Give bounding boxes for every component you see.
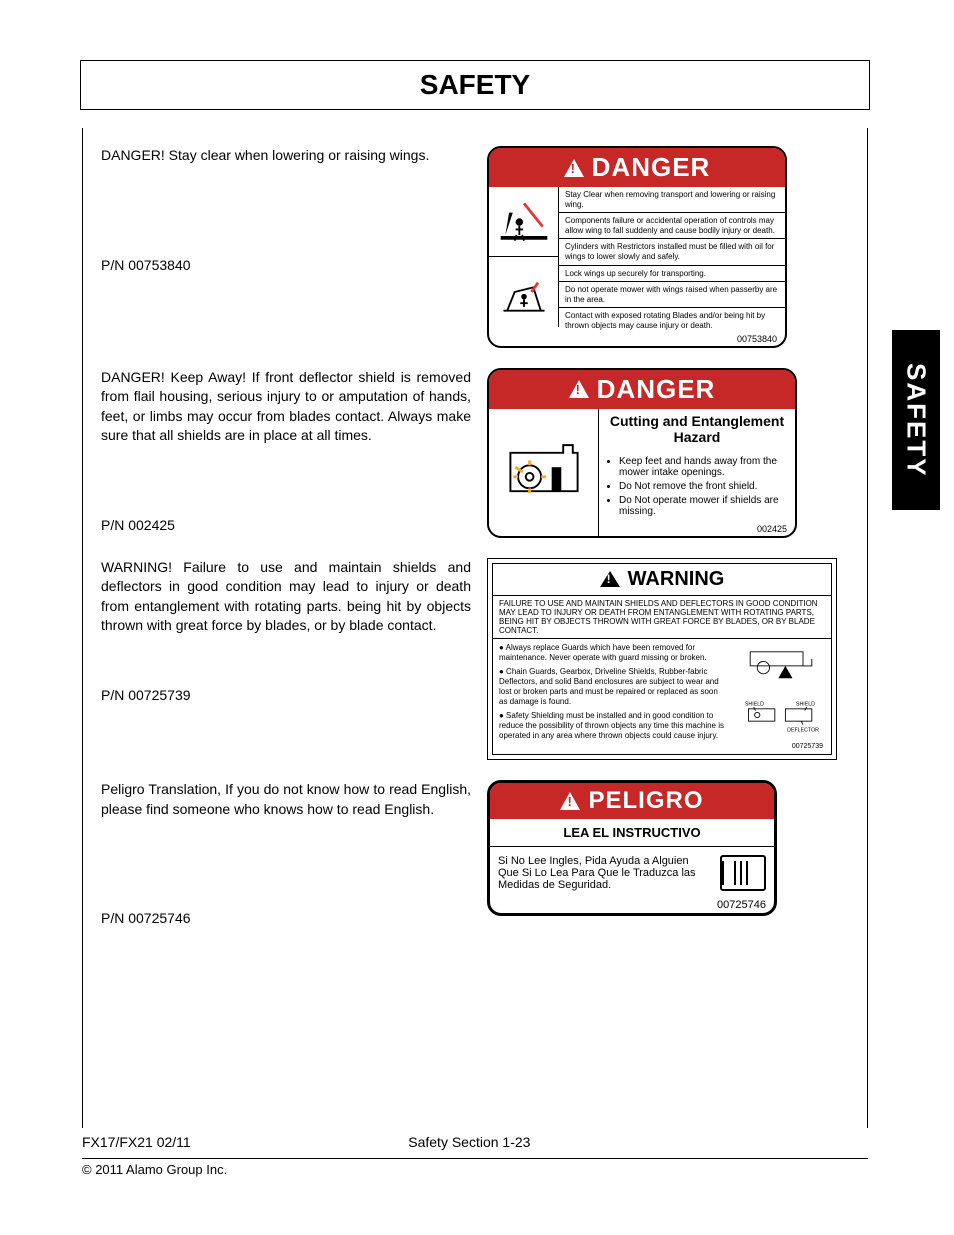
warning-header-text: WARNING — [628, 568, 725, 591]
safety-item-text-col: WARNING! Failure to use and maintain shi… — [101, 558, 471, 761]
part-number: P/N 00725739 — [101, 686, 471, 706]
safety-item-text: WARNING! Failure to use and maintain shi… — [101, 558, 471, 636]
warning-triangle-icon — [560, 792, 580, 810]
safety-label-col: WARNING FAILURE TO USE AND MAINTAIN SHIE… — [487, 558, 851, 761]
safety-item: DANGER! Stay clear when lowering or rais… — [101, 146, 851, 348]
safety-item-text-col: DANGER! Keep Away! If front deflector sh… — [101, 368, 471, 538]
section-side-tab: SAFETY — [892, 330, 940, 510]
safety-label-col: DANGER Cutting and En — [487, 368, 851, 538]
diag-label: SHIELD — [796, 702, 815, 708]
danger-line: Stay Clear when removing transport and l… — [559, 187, 785, 213]
danger-header: DANGER — [489, 370, 795, 409]
warning-para: ● Chain Guards, Gearbox, Driveline Shiel… — [499, 667, 725, 707]
danger-line: Do not operate mower with wings raised w… — [559, 282, 785, 308]
danger-header: DANGER — [489, 148, 785, 187]
footer-center: Safety Section 1-23 — [408, 1134, 530, 1150]
danger-label: DANGER Stay Clear when removing transpor… — [487, 146, 787, 348]
page-title: SAFETY — [420, 69, 530, 101]
page-footer: FX17/FX21 02/11 Safety Section 1-23 — [82, 1134, 868, 1150]
label-partnum: 002425 — [599, 524, 795, 536]
safety-label-col: PELIGRO LEA EL INSTRUCTIVO Si No Lee Ing… — [487, 780, 851, 929]
label-partnum: 00725746 — [490, 899, 774, 913]
danger-bullet: Do Not operate mower if shields are miss… — [619, 495, 787, 517]
danger-bullet: Do Not remove the front shield. — [619, 481, 787, 492]
part-number: P/N 00753840 — [101, 256, 471, 276]
danger-line: Components failure or accidental operati… — [559, 213, 785, 239]
warning-text: ● Always replace Guards which have been … — [493, 639, 731, 754]
peligro-text: Si No Lee Ingles, Pida Ayuda a Alguien Q… — [498, 855, 712, 891]
danger-text-cells: Stay Clear when removing transport and l… — [559, 187, 785, 334]
safety-item-text: Peligro Translation, If you do not know … — [101, 780, 471, 819]
warning-triangle-icon — [569, 380, 589, 398]
label-partnum: 00753840 — [489, 334, 785, 346]
part-number: P/N 00725746 — [101, 909, 471, 929]
safety-item: DANGER! Keep Away! If front deflector sh… — [101, 368, 851, 538]
danger-body: Stay Clear when removing transport and l… — [489, 187, 785, 334]
copyright: © 2011 Alamo Group Inc. — [82, 1158, 868, 1177]
safety-item: Peligro Translation, If you do not know … — [101, 780, 851, 929]
book-icon — [720, 855, 766, 891]
safety-item-text-col: Peligro Translation, If you do not know … — [101, 780, 471, 929]
warning-para: ● Always replace Guards which have been … — [499, 643, 725, 663]
danger-body: Cutting and Entanglement Hazard Keep fee… — [489, 409, 795, 536]
safety-item-text-col: DANGER! Stay clear when lowering or rais… — [101, 146, 471, 348]
warning-triangle-icon — [600, 571, 620, 587]
side-tab-label: SAFETY — [901, 363, 932, 478]
page-title-frame: SAFETY — [80, 60, 870, 110]
warning-diagram: SHIELD SHIELD DEFLECTOR 00725739 — [731, 639, 831, 754]
part-number: P/N 002425 — [101, 516, 471, 536]
warning-header: WARNING — [493, 564, 831, 596]
pictogram-wing-fall — [489, 187, 559, 257]
danger-label: DANGER Cutting and En — [487, 368, 797, 538]
peligro-label: PELIGRO LEA EL INSTRUCTIVO Si No Lee Ing… — [487, 780, 777, 916]
label-partnum: 00725739 — [792, 743, 823, 750]
safety-item: WARNING! Failure to use and maintain shi… — [101, 558, 851, 761]
peligro-header: PELIGRO — [490, 783, 774, 819]
danger-header-text: DANGER — [592, 152, 711, 183]
footer-left: FX17/FX21 02/11 — [82, 1134, 191, 1150]
diag-label: SHIELD — [745, 702, 764, 708]
safety-item-text: DANGER! Keep Away! If front deflector sh… — [101, 368, 471, 446]
warning-triangle-icon — [564, 159, 584, 177]
warning-sub: FAILURE TO USE AND MAINTAIN SHIELDS AND … — [493, 596, 831, 640]
pictogram-entanglement — [489, 409, 599, 536]
danger-line: Lock wings up securely for transporting. — [559, 266, 785, 283]
warning-para: ● Safety Shielding must be installed and… — [499, 711, 725, 741]
warning-label: WARNING FAILURE TO USE AND MAINTAIN SHIE… — [487, 558, 837, 761]
danger-line: Contact with exposed rotating Blades and… — [559, 308, 785, 333]
danger-bullets: Keep feet and hands away from the mower … — [599, 449, 795, 524]
danger-line: Cylinders with Restrictors installed mus… — [559, 239, 785, 265]
danger-bullet: Keep feet and hands away from the mower … — [619, 456, 787, 478]
safety-item-text: DANGER! Stay clear when lowering or rais… — [101, 146, 471, 166]
peligro-body: Si No Lee Ingles, Pida Ayuda a Alguien Q… — [490, 847, 774, 899]
pictogram-person-struck — [489, 257, 559, 327]
danger-subtitle: Cutting and Entanglement Hazard — [599, 409, 795, 449]
safety-label-col: DANGER Stay Clear when removing transpor… — [487, 146, 851, 348]
content-area: DANGER! Stay clear when lowering or rais… — [82, 128, 868, 1128]
peligro-header-text: PELIGRO — [588, 787, 703, 815]
peligro-subtitle: LEA EL INSTRUCTIVO — [490, 819, 774, 847]
diag-label: DEFLECTOR — [787, 728, 819, 734]
danger-header-text: DANGER — [597, 374, 716, 405]
